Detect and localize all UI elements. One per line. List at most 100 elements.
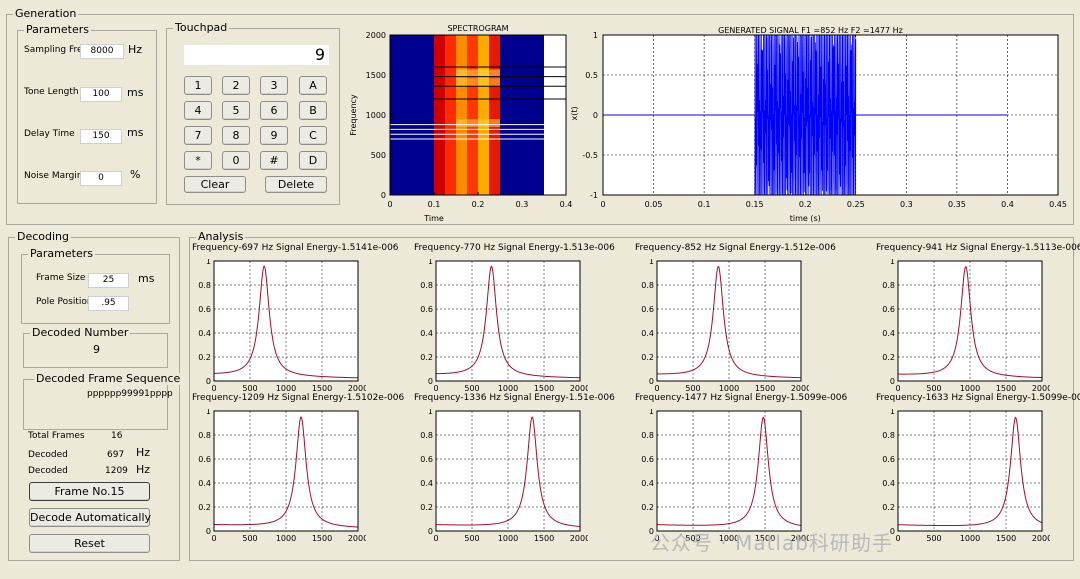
keypad-key-1[interactable]: 1 [184,76,212,95]
analysis-plot-curve-6 [656,416,802,526]
analysis-plot-ytick-3-3: 0.6 [882,305,895,314]
keypad-key-0[interactable]: 0 [222,151,250,170]
frame-sequence-box: Decoded Frame Sequence [23,373,183,430]
analysis-plot-3: 0 500 1000 1500 2000 0 0.2 0.4 0.6 0.8 1 [882,259,1050,393]
analysis-plot-xtick-2-4: 2000 [791,384,809,393]
signal-xtick-3: 0.15 [746,200,764,209]
analysis-plot-xtick-1-4: 2000 [570,384,588,393]
analysis-plot-2: 0 500 1000 1500 2000 0 0.2 0.4 0.6 0.8 1 [641,259,809,393]
spectrogram-column-7 [500,35,544,195]
sampling-label: Sampling Frec [24,45,88,55]
analysis-plot-xtick-2-1: 500 [685,384,700,393]
analysis-plot-xtick-0-1: 500 [242,384,257,393]
analysis-plot-5: 0 500 1000 1500 2000 0 0.2 0.4 0.6 0.8 1 [420,409,588,543]
spectrogram-column-0 [390,35,434,195]
noise-margin-unit: % [130,168,141,181]
analysis-plot-ytick-1-1: 0.2 [420,353,433,362]
frame-number-button[interactable]: Frame No.15 [29,482,150,501]
analysis-plot-xtick-5-1: 500 [464,534,479,543]
analysis-plot-ytick-0-0: 0 [206,377,211,386]
delay-time-input[interactable]: 150 [80,129,122,144]
keypad-key-2[interactable]: 2 [222,76,250,95]
tone-length-label: Tone Length [24,87,79,97]
touchpad-group: Touchpad [166,22,340,205]
analysis-plot-ytick-3-5: 1 [890,259,895,266]
delete-button[interactable]: Delete [265,176,327,193]
sampling-input[interactable]: 8000 [80,44,124,59]
analysis-plot-title-2: Frequency-852 Hz Signal Energy-1.512e-00… [635,243,836,253]
analysis-plot-xtick-7-0: 0 [895,534,900,543]
keypad-key-9[interactable]: 9 [260,126,288,145]
pole-position-input[interactable]: .95 [88,296,129,311]
analysis-plot-ytick-6-1: 0.2 [641,503,654,512]
spectrogram-hotspot-2 [456,119,500,127]
keypad-key-d[interactable]: D [299,151,327,170]
analysis-plot-xtick-3-3: 1500 [996,384,1016,393]
noise-margin-label: Noise Margin [24,171,83,181]
analysis-plot-curve-0 [213,265,359,379]
analysis-plot-1: 0 500 1000 1500 2000 0 0.2 0.4 0.6 0.8 1 [420,259,588,393]
keypad-key-hash[interactable]: # [260,151,288,170]
analysis-plot-xtick-7-2: 1000 [960,534,980,543]
frame-sequence-title: Decoded Frame Sequence [34,372,183,385]
analysis-plot-ytick-4-1: 0.2 [198,503,211,512]
analysis-plot-ytick-0-2: 0.4 [198,329,211,338]
analysis-plot-title-4: Frequency-1209 Hz Signal Energy-1.5102e-… [192,393,405,403]
signal-ytick-3: 0.5 [585,71,598,80]
signal-xtick-7: 0.35 [948,200,966,209]
spectrogram-column-6 [489,35,500,195]
analysis-plot-xtick-0-0: 0 [211,384,216,393]
analysis-plot-xtick-1-2: 1000 [498,384,518,393]
tone-length-input[interactable]: 100 [80,87,122,102]
keypad-key-c[interactable]: C [299,126,327,145]
analysis-plot-xtick-2-0: 0 [654,384,659,393]
keypad-key-4[interactable]: 4 [184,101,212,120]
analysis-plot-0: 0 500 1000 1500 2000 0 0.2 0.4 0.6 0.8 1 [198,259,366,393]
analysis-plot-ytick-3-4: 0.8 [882,281,895,290]
decoding-group: Decoding [8,231,180,561]
noise-margin-input[interactable]: 0 [80,171,122,186]
analysis-plot-xtick-7-3: 1500 [996,534,1016,543]
signal-ytick-0: -1 [590,191,598,200]
keypad-key-star[interactable]: * [184,151,212,170]
generation-parameters-title: Parameters [24,23,91,36]
keypad-key-a[interactable]: A [299,76,327,95]
decode-automatically-button[interactable]: Decode Automatically [29,508,151,527]
analysis-plot-7: 0 500 1000 1500 2000 0 0.2 0.4 0.6 0.8 1 [882,409,1050,543]
signal-xtick-2: 0.1 [698,200,711,209]
analysis-plot-xtick-3-1: 500 [926,384,941,393]
keypad-key-b[interactable]: B [299,101,327,120]
analysis-plot-ytick-2-1: 0.2 [641,353,654,362]
keypad-key-6[interactable]: 6 [260,101,288,120]
clear-button[interactable]: Clear [184,176,246,193]
analysis-plot-ytick-1-2: 0.4 [420,329,433,338]
analysis-plot-ytick-4-2: 0.4 [198,479,211,488]
analysis-plot-ytick-1-5: 1 [428,259,433,266]
signal-xtick-4: 0.2 [799,200,812,209]
analysis-plot-ytick-5-3: 0.6 [420,455,433,464]
frame-size-input[interactable]: 25 [88,273,129,288]
analysis-plot-title-6: Frequency-1477 Hz Signal Energy-1.5099e-… [635,393,848,403]
keypad-key-5[interactable]: 5 [222,101,250,120]
decoded-f1-unit: Hz [136,446,151,459]
analysis-plot-xtick-5-0: 0 [433,534,438,543]
analysis-plot-ytick-1-4: 0.8 [420,281,433,290]
signal-xtick-9: 0.45 [1049,200,1067,209]
analysis-plot-curve-2 [657,266,802,379]
spectrogram-xtick-3: 0.3 [516,200,529,209]
analysis-plot-ytick-4-5: 1 [206,409,211,416]
keypad-key-8[interactable]: 8 [222,126,250,145]
keypad-key-7[interactable]: 7 [184,126,212,145]
keypad-key-3[interactable]: 3 [260,76,288,95]
analysis-plot-xtick-4-4: 2000 [348,534,366,543]
analysis-plot-frame-5 [435,410,581,532]
analysis-plot-ytick-7-3: 0.6 [882,455,895,464]
reset-button[interactable]: Reset [29,534,150,553]
generation-title: Generation [13,7,79,20]
signal-frame [602,34,1059,196]
signal-chart: GENERATED SIGNAL F1 =852 Hz F2 =1477 Hz -… [570,26,1067,223]
analysis-plot-title-5: Frequency-1336 Hz Signal Energy-1.51e-00… [414,393,615,403]
analysis-plot-ytick-3-2: 0.4 [882,329,895,338]
spectrogram-column-1 [434,35,445,195]
analysis-plot-xtick-7-4: 2000 [1032,534,1050,543]
